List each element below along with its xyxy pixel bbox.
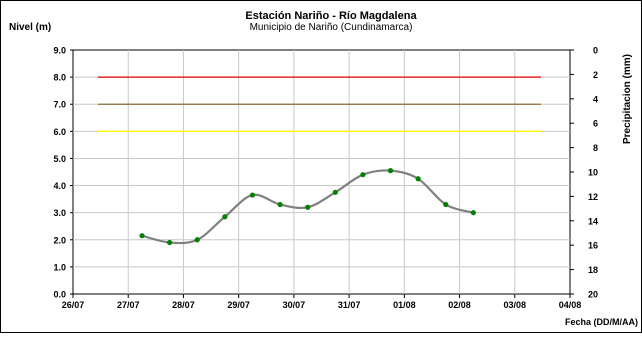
x-tick-label: 01/08 [393, 300, 416, 310]
data-point [249, 192, 256, 198]
x-tick-label: 28/07 [172, 300, 195, 310]
data-point [443, 201, 449, 208]
y-tick-label: 2.0 [53, 235, 66, 245]
data-point [387, 168, 394, 174]
y2-tick-label: 2 [593, 70, 598, 80]
plot-area [72, 49, 571, 295]
y2-tick-label: 4 [593, 94, 598, 104]
y2-tick-label: 12 [588, 192, 598, 202]
x-tick-label: 03/08 [504, 300, 527, 310]
data-point [415, 176, 421, 182]
y2-tick-label: 6 [593, 119, 598, 129]
y-tick-label: 8.0 [53, 73, 66, 83]
data-point [194, 237, 200, 243]
y2-tick-label: 16 [588, 241, 598, 251]
series-layer [139, 168, 476, 246]
y-tick-label: 4.0 [53, 181, 66, 191]
y2-tick-label: 10 [588, 168, 598, 178]
y-tick-layer: 0.0 1.0 2.0 3.0 4.0 5.0 6.0 7.0 8.0 9.0 [53, 46, 73, 300]
x-tick-label: 29/07 [227, 300, 250, 310]
chart-title: Estación Nariño - Río Magdalena [245, 10, 417, 22]
data-point [139, 233, 145, 239]
y2-axis-label: Precipitacion (mm) [622, 54, 633, 144]
x-tick-label: 30/07 [283, 300, 306, 310]
data-point [167, 239, 173, 246]
chart-subtitle: Municipio de Nariño (Cundinamarca) [250, 22, 413, 33]
data-point [332, 189, 338, 195]
y-tick-label: 7.0 [53, 100, 66, 110]
y-tick-label: 9.0 [53, 46, 66, 56]
x-tick-label: 27/07 [117, 300, 140, 310]
y-tick-label: 5.0 [53, 154, 66, 164]
y2-tick-label: 18 [588, 265, 598, 275]
data-point [305, 204, 311, 210]
y2-tick-label: 0 [593, 46, 598, 56]
y-tick-label: 6.0 [53, 127, 66, 137]
y-tick-label: 0.0 [53, 290, 66, 300]
x-tick-label: 02/08 [448, 300, 471, 310]
x-axis-label: Fecha (DD/M/AA) [565, 317, 638, 327]
y-tick-label: 3.0 [53, 208, 66, 218]
y2-tick-label: 8 [593, 143, 598, 153]
x-tick-label: 31/07 [338, 300, 361, 310]
y2-tick-layer: 0 2 4 6 8 10 12 14 16 18 20 [570, 46, 598, 300]
data-point [360, 172, 366, 178]
y2-tick-label: 20 [588, 290, 598, 300]
threshold-layer [98, 76, 541, 132]
y-tick-label: 1.0 [53, 262, 66, 272]
y-axis-label: Nivel (m) [9, 22, 51, 33]
data-point [470, 210, 476, 216]
data-point [277, 201, 283, 208]
x-tick-label: 04/08 [559, 300, 582, 310]
chart-svg: Estación Nariño - Río Magdalena Municipi… [9, 10, 638, 327]
x-tick-label: 26/07 [62, 300, 85, 310]
y2-tick-label: 14 [588, 216, 598, 226]
x-tick-layer: 26/07 27/07 28/07 29/07 30/07 31/07 01/08 02/08… [62, 294, 582, 310]
data-point [222, 214, 228, 220]
